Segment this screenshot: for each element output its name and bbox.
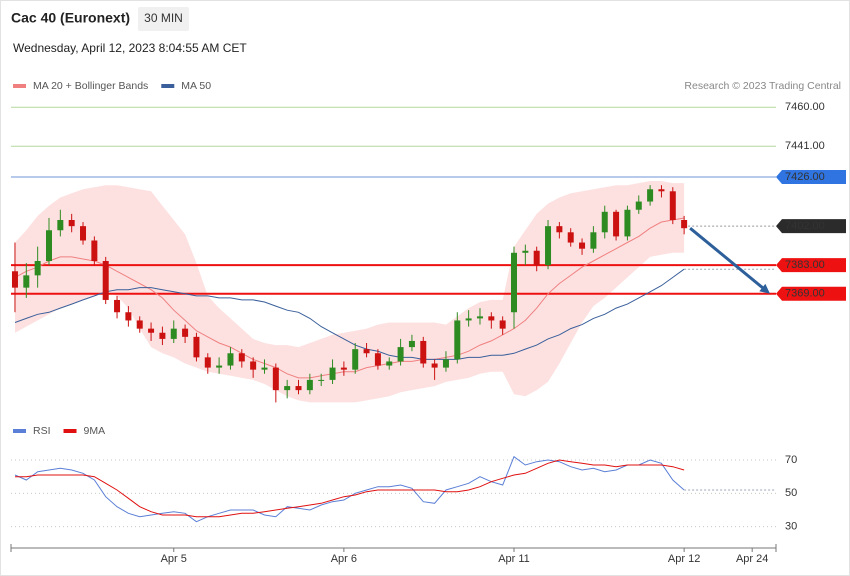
candle-body: [329, 367, 336, 380]
interval: 30 MIN: [144, 11, 183, 25]
candle-body: [57, 220, 64, 231]
candle-body: [431, 363, 438, 368]
candle-body: [545, 226, 552, 266]
forecast-arrow-head: [759, 283, 770, 294]
candle-body: [624, 209, 631, 237]
candle-body: [408, 340, 415, 348]
candle-body: [669, 191, 676, 220]
candle-body: [68, 220, 75, 227]
candle-body: [34, 261, 41, 276]
legend-label: 9MA: [84, 425, 106, 437]
candle-body: [284, 386, 291, 391]
candle-body: [647, 189, 654, 202]
candle-body: [11, 271, 18, 288]
y-tick-label: 30: [785, 521, 797, 533]
candle-body: [272, 367, 279, 391]
indicator-line: [14, 217, 685, 379]
candle-body: [658, 189, 665, 192]
candle-body: [91, 240, 98, 261]
candle-body: [499, 320, 506, 329]
candle-body: [193, 336, 200, 358]
candle-body: [306, 379, 313, 391]
x-tick-label: Apr 5: [161, 553, 187, 565]
level-label-box: [776, 219, 846, 234]
candle-body: [533, 250, 540, 266]
candle-body: [182, 328, 189, 337]
subtitle: Wednesday, April 12, 2023 8:04:55 AM CET: [13, 41, 247, 55]
candle-body: [681, 220, 688, 229]
level-label: 7426.00: [785, 171, 825, 183]
level-label: 7383.00: [785, 259, 825, 271]
bollinger-band: [15, 181, 685, 403]
candle-body: [216, 365, 223, 368]
credit: Research © 2023 Trading Central: [684, 80, 841, 92]
candle-body: [159, 332, 166, 339]
candle-body: [295, 386, 302, 391]
candle-body: [488, 316, 495, 321]
legend-label: MA 50: [181, 80, 211, 92]
candle-body: [318, 379, 325, 381]
candle-body: [148, 328, 155, 333]
candle-body: [204, 357, 211, 368]
candle-body: [170, 328, 177, 339]
candle-body: [23, 275, 30, 288]
candle-body: [114, 299, 121, 313]
chart-title: Cac 40 (Euronext): [11, 10, 130, 26]
x-tick-label: Apr 24: [736, 553, 768, 565]
level-label: 7369.00: [785, 288, 825, 300]
x-tick-label: Apr 6: [331, 553, 357, 565]
candle-body: [476, 316, 483, 319]
candle-body: [454, 320, 461, 360]
legend-label: MA 20 + Bollinger Bands: [33, 80, 148, 92]
level-label: 7460.00: [785, 101, 825, 113]
y-tick-label: 70: [785, 454, 797, 466]
x-tick-label: Apr 11: [498, 553, 530, 565]
indicator-line: [14, 455, 685, 523]
candle-body: [238, 353, 245, 362]
legend-swatch: [63, 429, 77, 433]
interval-badge: [138, 7, 189, 31]
candle-body: [45, 230, 52, 261]
candle-body: [567, 232, 574, 243]
candle-body: [80, 226, 87, 241]
legend-swatch: [13, 84, 26, 88]
candle-body: [556, 226, 563, 233]
candle-body: [522, 250, 529, 253]
level-label-box: [776, 286, 846, 301]
candle-body: [136, 320, 143, 329]
legend-swatch: [13, 429, 26, 433]
candle-body: [397, 347, 404, 362]
level-label-box: [776, 169, 846, 184]
indicator-line: [15, 459, 685, 518]
candle-body: [386, 361, 393, 366]
level-label: 7402.00: [785, 220, 825, 232]
candle-body: [125, 312, 132, 321]
candle-body: [613, 211, 620, 237]
candle-body: [601, 211, 608, 233]
level-label-box: [776, 258, 846, 273]
candle-body: [579, 242, 586, 249]
level-label: 7441.00: [785, 140, 825, 152]
candle-body: [420, 340, 427, 364]
candle-body: [635, 201, 642, 210]
candle-body: [102, 261, 109, 300]
x-tick-label: Apr 12: [668, 553, 700, 565]
candle-body: [363, 349, 370, 354]
candle-body: [340, 367, 347, 370]
candle-body: [250, 361, 257, 370]
legend-swatch: [161, 84, 175, 88]
candle-body: [261, 367, 268, 370]
candle-body: [465, 318, 472, 321]
candle-body: [227, 353, 234, 366]
forecast-arrow: [689, 227, 767, 292]
indicator-line: [14, 268, 685, 360]
candle-body: [442, 359, 449, 368]
candle-body: [590, 232, 597, 249]
legend-label: RSI: [33, 425, 51, 437]
candle-body: [352, 349, 359, 370]
candle-body: [511, 252, 518, 313]
y-tick-label: 50: [785, 487, 797, 499]
candle-body: [374, 353, 381, 366]
